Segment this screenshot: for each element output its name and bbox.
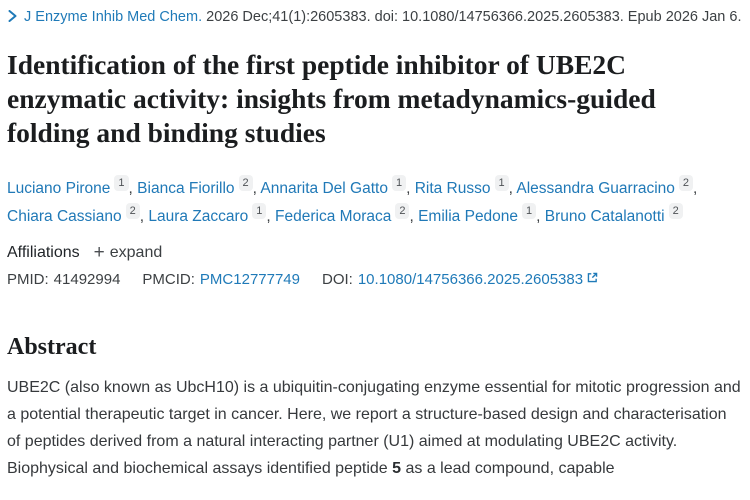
abstract-paragraph: UBE2C (also known as UbcH10) is a ubiqui… [7,374,742,482]
author-affiliation-badge[interactable]: 1 [252,203,267,219]
article-page: J Enzyme Inhib Med Chem. 2026 Dec;41(1):… [7,5,742,482]
identifiers-row: PMID: 41492994 PMCID: PMC12777749 DOI: 1… [7,271,742,288]
author-item: Federica Moraca 2 [275,203,418,225]
author-item: Luciano Pirone 1 [7,175,137,197]
doi-group: DOI: 10.1080/14756366.2025.2605383 [322,271,599,288]
affiliations-row: Affiliations + expand [7,242,742,263]
pmid-value: 41492994 [53,271,121,288]
author-affiliation-badge[interactable]: 2 [238,175,253,191]
author-link[interactable]: Chiara Cassiano [7,208,122,225]
journal-link[interactable]: J Enzyme Inhib Med Chem. [24,9,203,25]
author-item: Bruno Catalanotti 2 [544,203,683,225]
author-item: Rita Russo 1 [414,175,516,197]
author-link[interactable]: Laura Zaccaro [148,208,249,225]
pmcid-link[interactable]: PMC12777749 [199,271,300,288]
pmcid-label: PMCID: [142,271,195,288]
author-affiliation-badge[interactable]: 1 [114,175,129,191]
author-link[interactable]: Luciano Pirone [7,180,111,197]
author-affiliation-badge[interactable]: 1 [494,175,509,191]
author-affiliation-badge[interactable]: 1 [391,175,407,191]
doi-link[interactable]: 10.1080/14756366.2025.2605383 [357,271,584,288]
author-item: Chiara Cassiano 2 [7,203,148,225]
author-item: Alessandra Guarracino 2 [516,175,697,197]
author-link[interactable]: Bianca Fiorillo [137,180,235,197]
external-link-icon[interactable] [586,271,599,288]
author-link[interactable]: Alessandra Guarracino [516,180,675,197]
citation-text: 2026 Dec;41(1):2605383. doi: 10.1080/147… [206,9,742,25]
doi-label: DOI: [322,271,353,288]
abstract-text-before: UBE2C (also known as UbcH10) is a ubiqui… [7,379,741,477]
author-link[interactable]: Bruno Catalanotti [544,208,665,225]
page-title: Identification of the first peptide inhi… [7,49,656,148]
author-item: Emilia Pedone 1 [418,203,545,225]
author-link[interactable]: Annarita Del Gatto [260,180,388,197]
author-affiliation-badge[interactable]: 2 [668,203,683,219]
pmid-group: PMID: 41492994 [7,271,120,288]
author-affiliation-badge[interactable]: 2 [395,203,410,219]
author-affiliation-badge[interactable]: 1 [522,203,537,219]
author-link[interactable]: Federica Moraca [275,208,392,225]
author-link[interactable]: Rita Russo [414,180,491,197]
abstract-text-after: as a lead compound, capable [401,460,615,477]
affiliations-label: Affiliations [7,244,80,261]
pmcid-group: PMCID: PMC12777749 [142,271,300,288]
citation-banner: J Enzyme Inhib Med Chem. 2026 Dec;41(1):… [7,5,742,31]
abstract-heading: Abstract [7,334,97,360]
author-item: Laura Zaccaro 1 [148,203,275,225]
author-item: Annarita Del Gatto 1 [260,175,415,197]
expand-label: expand [109,244,163,261]
affiliations-expand-button[interactable]: + expand [93,242,163,263]
plus-icon: + [93,242,105,263]
author-link[interactable]: Emilia Pedone [418,208,519,225]
pmid-label: PMID: [7,271,49,288]
abstract-bold-term: 5 [392,460,402,477]
author-item: Bianca Fiorillo 2 [137,175,260,197]
author-affiliation-badge[interactable]: 2 [125,203,140,219]
author-affiliation-badge[interactable]: 2 [678,175,694,191]
chevron-right-icon[interactable] [7,6,18,31]
